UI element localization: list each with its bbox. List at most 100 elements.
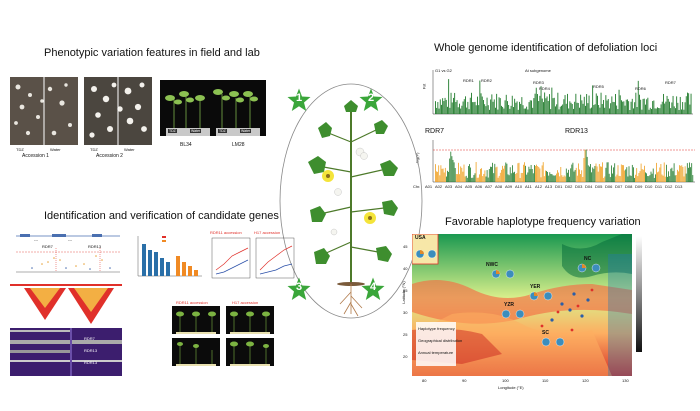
ld-heatmap: RDR7 RDR13 RDR13 — [10, 284, 122, 376]
manhattan-bar — [606, 162, 608, 182]
manhattan-bar — [546, 170, 547, 182]
fst-bar — [577, 102, 579, 114]
fst-bar — [435, 101, 436, 114]
fst-bar — [637, 80, 639, 114]
chr-d11: D11 — [655, 184, 663, 189]
locus-gene-rdr13: RDR13 — [88, 244, 102, 249]
manhattan-bar — [461, 167, 463, 182]
fst-bar — [571, 104, 573, 114]
verify-h17-label: H17 accession — [232, 300, 259, 305]
fst-bar — [616, 105, 618, 114]
manhattan-bar — [582, 176, 584, 182]
manhattan-bar — [465, 175, 467, 182]
fst-bar — [654, 108, 656, 114]
manhattan-bar — [686, 163, 688, 182]
manhattan-bar — [678, 171, 679, 182]
manhattan-bar — [541, 165, 543, 182]
manhattan-plot: RDR7 RDR13 -log(P) Chr. A01 A02 A03 A04 … — [413, 128, 697, 194]
fst-bar — [484, 104, 486, 114]
manhattan-bar — [558, 172, 559, 182]
step-1-number: 1 — [295, 92, 303, 104]
linechart-svg — [211, 237, 295, 279]
lm28-label: LM28 — [232, 142, 245, 148]
fst-bar — [607, 99, 609, 114]
fst-bar — [677, 102, 679, 114]
manhattan-bar — [473, 175, 475, 182]
fst-bar — [687, 92, 688, 114]
manhattan-bar — [501, 169, 502, 182]
fst-bar — [641, 109, 643, 114]
manhattan-bar — [612, 173, 613, 182]
chr-a13: A13 — [545, 184, 553, 189]
manhattan-bar — [658, 171, 660, 182]
manhattan-bar — [509, 167, 511, 182]
fst-bar — [645, 104, 646, 114]
fst-bar — [523, 108, 525, 114]
region-usa: USA — [415, 235, 426, 241]
lat-tick-45: 45 — [403, 244, 408, 249]
manhattan-bar — [619, 176, 621, 182]
fst-bar — [586, 94, 588, 114]
step-4-number: 4 — [369, 281, 377, 293]
fst-bar — [552, 98, 554, 114]
fst-bar — [493, 99, 495, 114]
fst-bar — [658, 107, 660, 114]
manhattan-bar — [510, 173, 512, 182]
fst-bar — [628, 101, 630, 114]
map-svg — [411, 233, 632, 376]
expression-svg — [137, 236, 202, 277]
manhattan-bar — [455, 174, 457, 182]
manhattan-bar — [640, 163, 642, 182]
fst-bar — [481, 96, 483, 114]
lon-tick-130: 130 — [622, 378, 629, 383]
manhattan-bar — [682, 166, 684, 182]
fst-bar — [655, 108, 657, 114]
fst-bar — [640, 99, 642, 114]
manhattan-bar — [551, 174, 553, 182]
manhattan-bar — [539, 168, 541, 182]
manhattan-bar — [653, 177, 655, 182]
fst-bar — [597, 95, 598, 114]
fst-bar — [659, 108, 661, 114]
fst-bar — [485, 106, 487, 114]
manhattan-bar — [604, 176, 606, 182]
fst-bar — [479, 80, 481, 114]
region-nc: NC — [584, 256, 592, 262]
locus-gene-rdr7: RDR7 — [42, 244, 53, 249]
manhattan-bar — [519, 177, 521, 182]
fst-bar — [443, 101, 445, 114]
fst-bar — [514, 98, 516, 114]
fst-bar — [610, 103, 612, 114]
manhattan-bar — [494, 163, 496, 182]
manhattan-bar — [507, 174, 509, 182]
fst-bar — [498, 97, 500, 114]
fst-bar — [663, 93, 664, 114]
manhattan-bar — [681, 165, 683, 182]
manhattan-bar — [633, 167, 634, 182]
chr-a04: A04 — [455, 184, 463, 189]
manhattan-bar — [597, 171, 599, 182]
fst-bar — [617, 109, 619, 114]
manhattan-bar — [666, 164, 667, 182]
manhattan-bar — [669, 176, 671, 182]
fst-bar — [546, 96, 548, 114]
manhattan-bar — [615, 176, 617, 182]
manhattan-bar — [636, 168, 638, 182]
manhattan-bar — [614, 163, 616, 182]
manhattan-bar — [484, 170, 486, 182]
fst-bar — [449, 107, 451, 114]
chr-a03: A03 — [445, 184, 453, 189]
manhattan-bar — [532, 173, 534, 182]
field-photo-accession1 — [10, 77, 78, 145]
manhattan-bar — [508, 175, 510, 182]
legend-haplotype: Haplotype frequency — [418, 326, 455, 331]
fst-bar — [633, 108, 634, 114]
fst-bar — [533, 98, 535, 114]
manhattan-bar — [575, 167, 577, 182]
chr-label: Chr. — [413, 184, 421, 189]
fst-bar — [636, 106, 638, 114]
haplotype-label-2: RDR13 — [84, 348, 98, 353]
fst-bar — [490, 99, 492, 114]
manhattan-bar — [677, 169, 678, 182]
chr-d09: D09 — [635, 184, 643, 189]
